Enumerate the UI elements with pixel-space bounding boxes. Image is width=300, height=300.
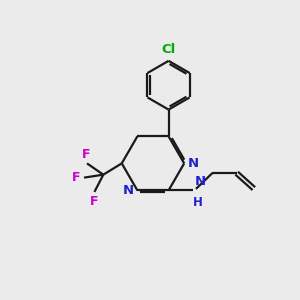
Text: N: N xyxy=(122,184,134,197)
Text: F: F xyxy=(90,195,99,208)
Text: F: F xyxy=(82,148,90,161)
Text: H: H xyxy=(194,196,203,209)
Text: Cl: Cl xyxy=(161,44,176,56)
Text: N: N xyxy=(188,157,199,170)
Text: N: N xyxy=(194,175,206,188)
Text: F: F xyxy=(72,171,80,184)
